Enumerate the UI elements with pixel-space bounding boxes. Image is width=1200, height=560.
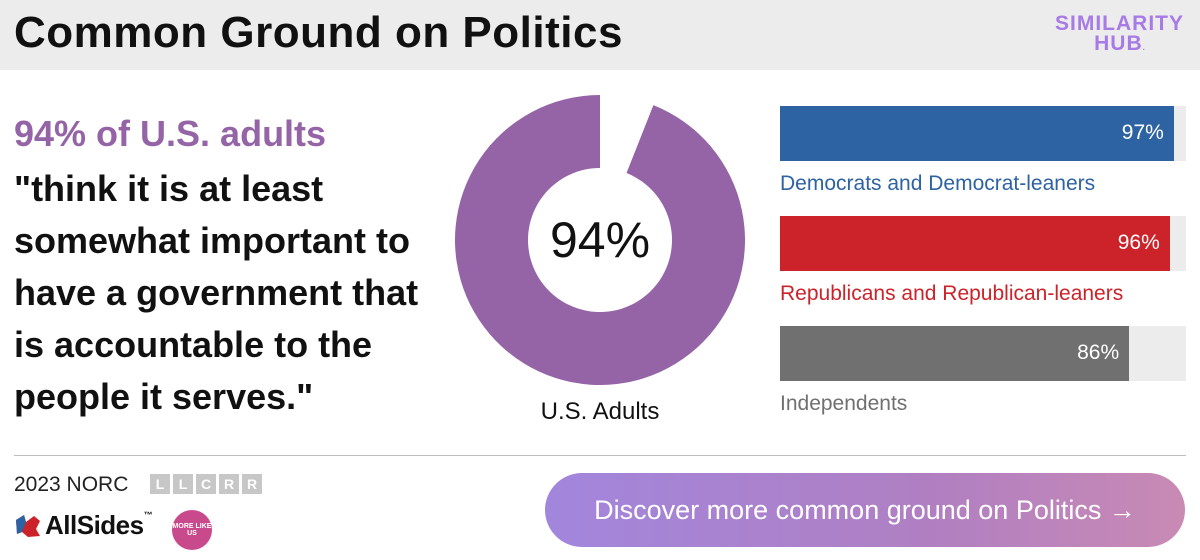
allsides-wordmark: AllSides™ [45, 510, 153, 541]
discover-more-button[interactable]: Discover more common ground on Politics … [545, 473, 1185, 547]
bias-letter-r: R [242, 474, 262, 494]
logo-line-2-text: HUB [1094, 32, 1143, 55]
bar-democrats: 97% [780, 106, 1174, 161]
bar-label-democrats: Democrats and Democrat-leaners [780, 172, 1096, 195]
headline-lead: 94% of U.S. adults [14, 113, 327, 154]
similarity-hub-logo[interactable]: SIMILARITY HUB. [1055, 12, 1184, 58]
bar-track: 97% [780, 106, 1186, 161]
allsides-logo[interactable]: AllSides™ [14, 510, 153, 541]
donut-slice-us-adults [455, 95, 745, 385]
bias-letter-l: L [173, 474, 193, 494]
allsides-brand: AllSides [45, 510, 144, 540]
donut-svg: 94% [455, 95, 745, 385]
allsides-map-icon [16, 514, 40, 537]
logo-line-1: SIMILARITY [1055, 12, 1184, 35]
party-bar-chart: 97% Democrats and Democrat-leaners 96% R… [780, 106, 1186, 436]
bias-letter-l: L [150, 474, 170, 494]
bias-rating-strip[interactable]: L L C R R [150, 474, 262, 494]
source-label: 2023 NORC [14, 473, 129, 496]
bar-track: 86% [780, 326, 1186, 381]
headline-quote: "think it is at least somewhat important… [14, 168, 419, 417]
bar-row-republicans: 96% Republicans and Republican-leaners [780, 216, 1186, 326]
bar-row-independents: 86% Independents [780, 326, 1186, 436]
bar-value-democrats: 97% [1121, 121, 1164, 144]
bar-value-republicans: 96% [1117, 231, 1160, 254]
header-bar: Common Ground on Politics SIMILARITY HUB… [0, 0, 1200, 70]
more-like-us-badge[interactable]: MORE LIKE US [172, 510, 212, 550]
bar-value-independents: 86% [1077, 341, 1120, 364]
bar-label-republicans: Republicans and Republican-leaners [780, 282, 1124, 305]
footer-divider [14, 455, 1186, 456]
bar-row-democrats: 97% Democrats and Democrat-leaners [780, 106, 1186, 216]
allsides-tm: ™ [143, 510, 153, 520]
bar-label-independents: Independents [780, 392, 908, 415]
bar-independents: 86% [780, 326, 1130, 381]
bias-letter-r: R [219, 474, 239, 494]
bar-republicans: 96% [780, 216, 1170, 271]
bias-letter-c: C [196, 474, 216, 494]
donut-label: U.S. Adults [540, 398, 660, 425]
donut-center-value: 94% [550, 212, 650, 268]
bar-track: 96% [780, 216, 1186, 271]
logo-suffix: . [1142, 43, 1145, 52]
page-title: Common Ground on Politics [14, 8, 623, 57]
logo-line-2: HUB. [1055, 32, 1184, 58]
donut-chart: 94% [455, 95, 745, 385]
